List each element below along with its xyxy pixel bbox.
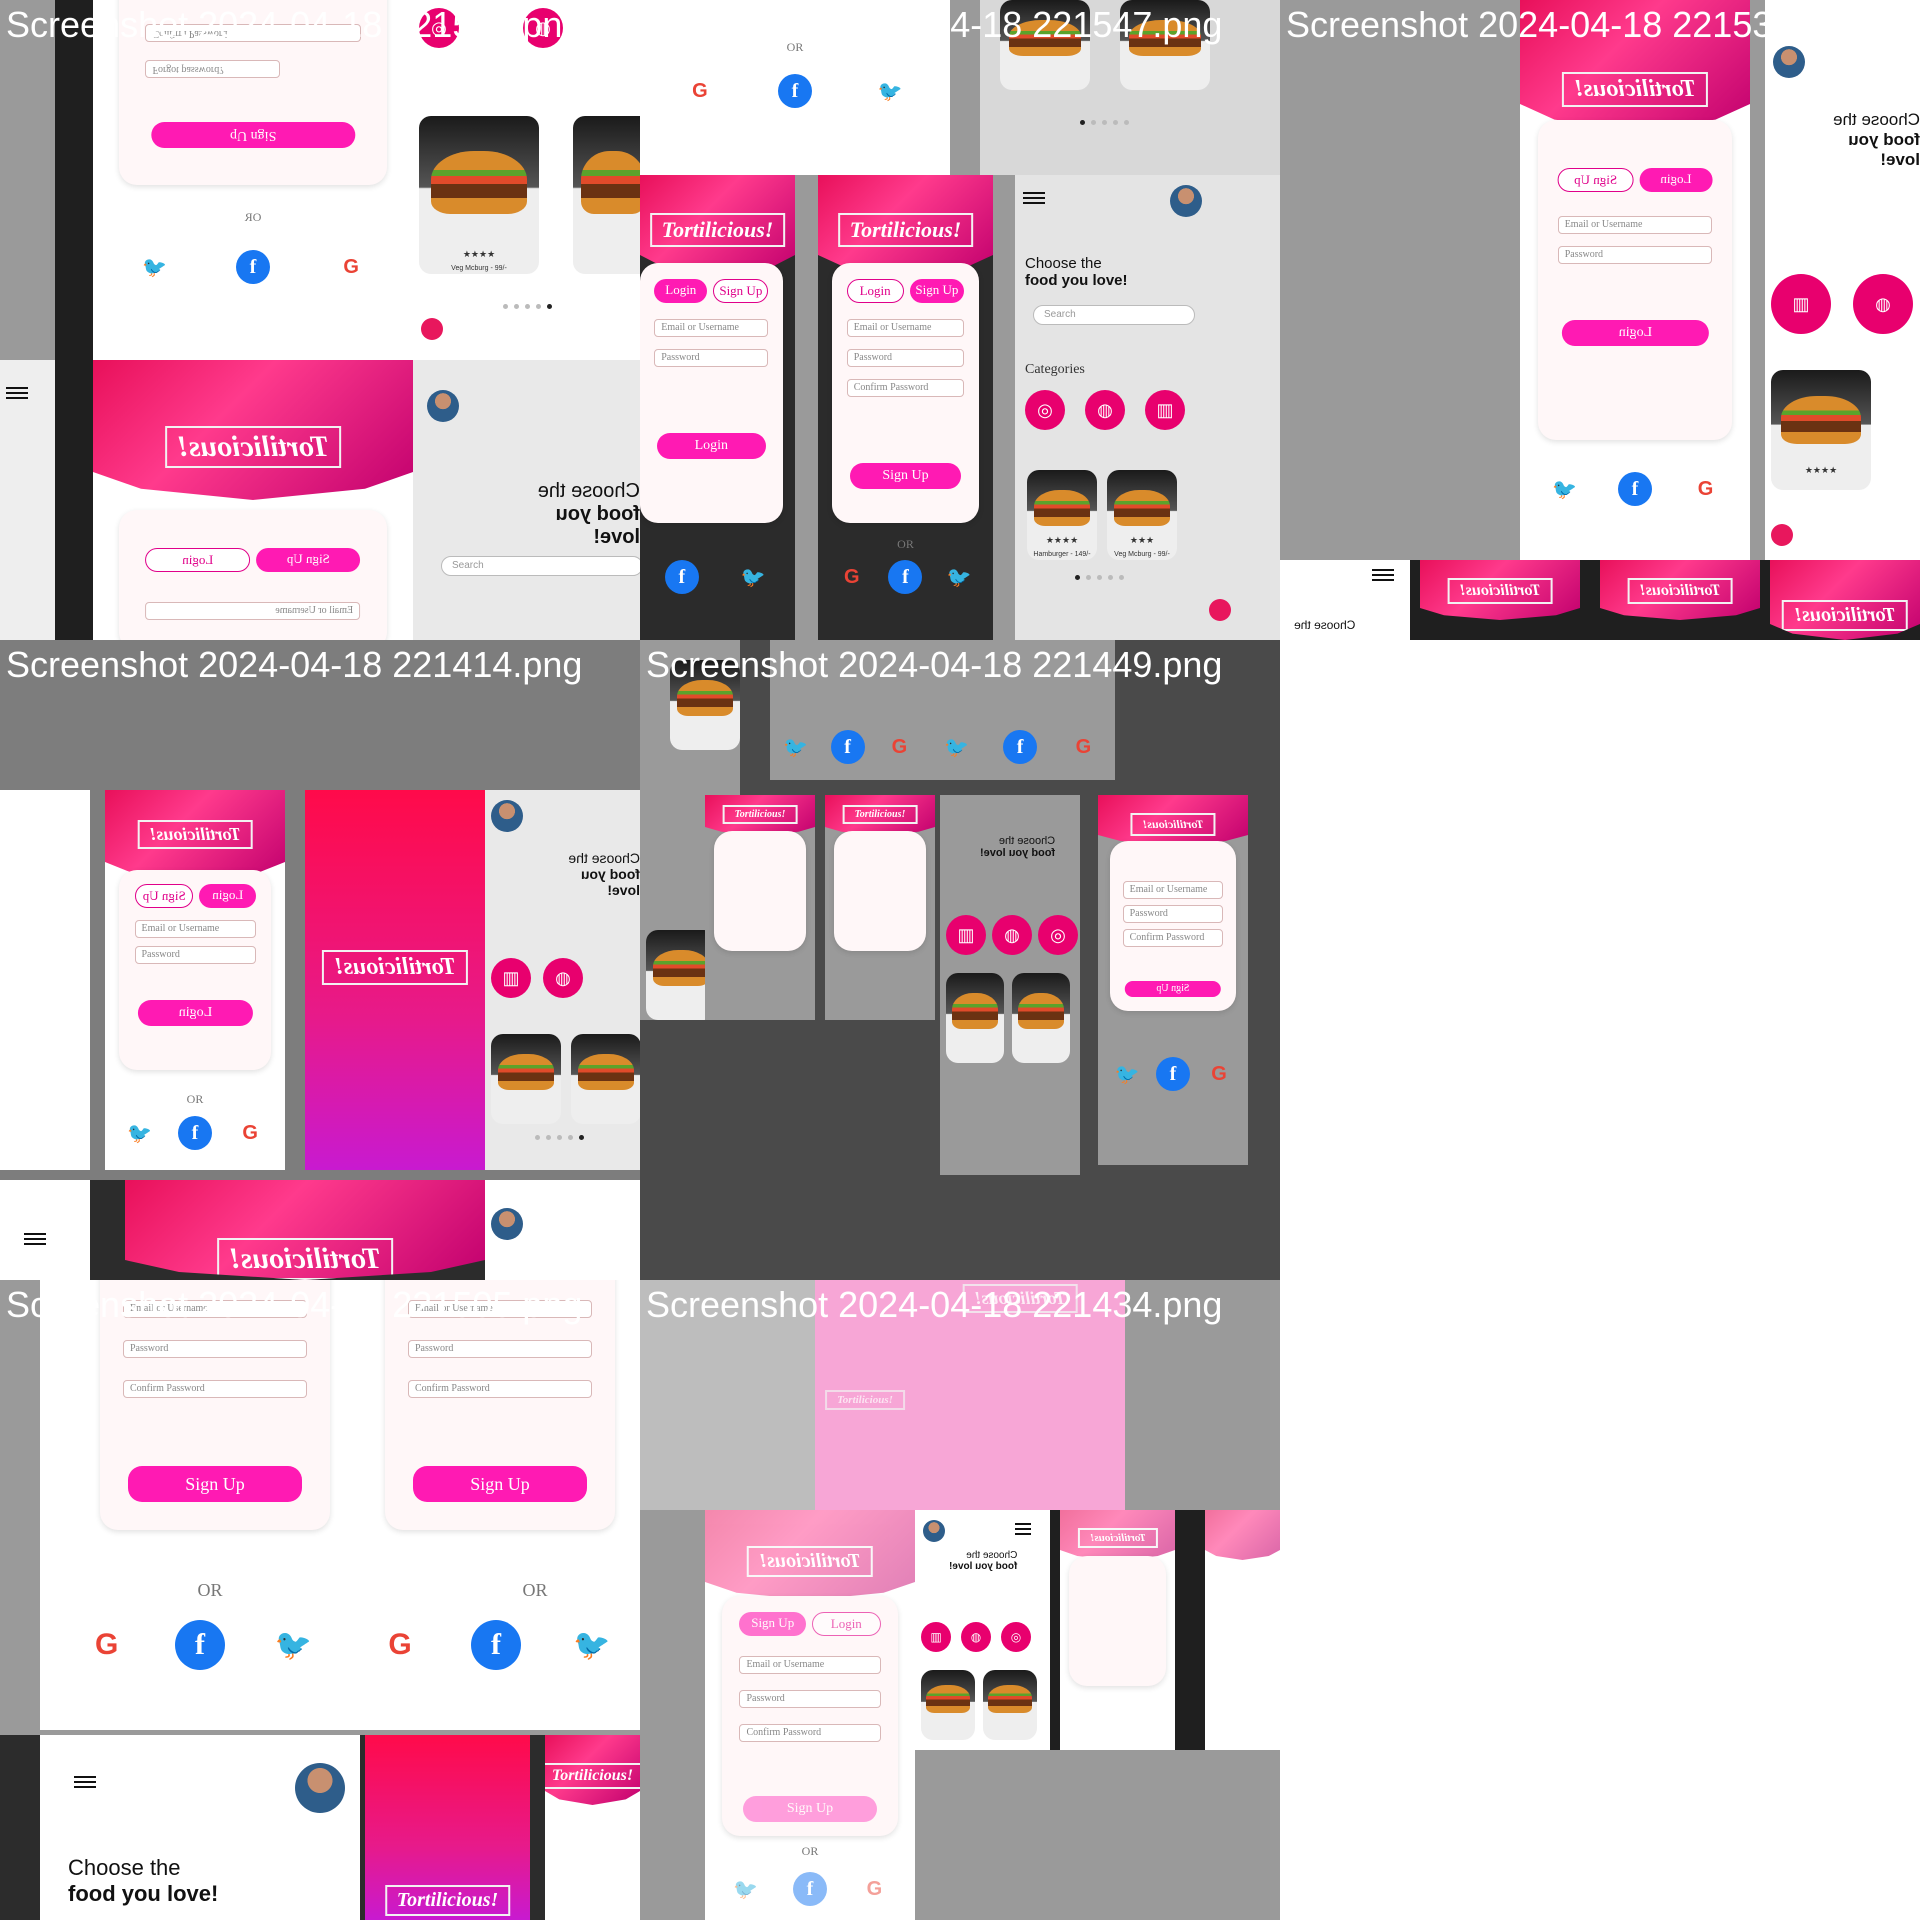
cart-icon[interactable] xyxy=(1209,599,1231,621)
tile-title: Screenshot 2024-04-18 221547.png xyxy=(646,4,1223,45)
tile-title: Screenshot 2024-04-18 221532.png xyxy=(1286,4,1863,45)
signup-card: Confirm Password Forgot password? Sign U… xyxy=(118,0,388,185)
tile-4: Screenshot 2024-04-18 221414.png Tortili… xyxy=(0,640,640,1280)
google-icon[interactable]: G xyxy=(692,79,708,102)
forgot-password-link[interactable]: Forgot password? xyxy=(145,60,280,78)
signup-button[interactable]: Sign Up xyxy=(150,122,356,148)
social-login-row: 🐦 f G xyxy=(106,250,400,284)
food-card[interactable] xyxy=(573,116,640,274)
login-screen: Tortilicious! Sign Up Login Email or Use… xyxy=(93,360,413,640)
carousel-dots[interactable] xyxy=(503,304,552,309)
google-icon[interactable]: G xyxy=(343,255,359,278)
signup-screen: Confirm Password Forgot password? Sign U… xyxy=(93,0,413,360)
menu-icon[interactable] xyxy=(1023,189,1045,207)
pizza-category-icon[interactable]: ◍ xyxy=(523,8,563,48)
facebook-icon[interactable]: f xyxy=(235,250,270,284)
brand-banner: Tortilicious! xyxy=(93,360,413,500)
tile-1: Screenshot 2024-04-18 221555.png Confirm… xyxy=(0,0,640,640)
or-divider: OR xyxy=(244,210,262,224)
hero-heading: Choose the food you love! xyxy=(537,480,640,548)
tile-7: Screenshot 2024-04-18 221434.png Tortili… xyxy=(640,1280,1280,1920)
fries-category-icon[interactable]: ▥ xyxy=(1771,274,1831,334)
tile-title: Screenshot 2024-04-18 221434.png xyxy=(646,1284,1223,1325)
tab-signup[interactable]: Sign Up xyxy=(257,548,361,572)
food-card[interactable]: ★★★★ Veg Mcburg - 99/- xyxy=(419,116,539,274)
tile-6: Screenshot 2024-04-18 221505.png Email o… xyxy=(0,1280,640,1920)
search-input[interactable]: Search xyxy=(441,556,640,576)
twitter-icon[interactable]: 🐦 xyxy=(877,80,903,103)
brand-logo: Tortilicious! xyxy=(164,426,342,468)
tile-3: Screenshot 2024-04-18 221532.png Tortili… xyxy=(1280,0,1920,640)
pizza-category-icon[interactable]: ◍ xyxy=(1085,390,1125,430)
twitter-icon[interactable]: 🐦 xyxy=(142,256,168,279)
carousel-dots[interactable] xyxy=(1080,120,1129,125)
home-screen-hero: Choose the food you love! Search xyxy=(413,360,640,640)
tile-title: Screenshot 2024-04-18 221449.png xyxy=(646,644,1223,685)
home-screen: ◎ ◍ ★★★★ Veg Mcburg - 99/- xyxy=(413,0,640,360)
avatar[interactable] xyxy=(1170,185,1202,217)
menu-icon[interactable] xyxy=(6,384,28,402)
tab-login[interactable]: Login xyxy=(145,548,251,572)
tile-title: Screenshot 2024-04-18 221555.png xyxy=(6,4,583,45)
tile-8 xyxy=(1280,640,1920,1920)
cart-icon[interactable] xyxy=(421,318,443,340)
username-field[interactable]: Email or Username xyxy=(145,602,361,620)
burger-category-icon[interactable]: ◎ xyxy=(419,8,459,48)
avatar[interactable] xyxy=(427,390,459,422)
pizza-category-icon[interactable]: ◍ xyxy=(1853,274,1913,334)
tile-2: Screenshot 2024-04-18 221547.png OR G f … xyxy=(640,0,1280,640)
burger-category-icon[interactable]: ◎ xyxy=(1025,390,1065,430)
tile-5: Screenshot 2024-04-18 221449.png 🐦 f G 🐦… xyxy=(640,640,1280,1280)
fries-category-icon[interactable]: ▥ xyxy=(1145,390,1185,430)
facebook-icon[interactable]: f xyxy=(777,74,812,108)
splash-screen: Tortilicious! xyxy=(305,790,485,1170)
tile-title: Screenshot 2024-04-18 221505.png xyxy=(6,1284,583,1325)
tile-title: Screenshot 2024-04-18 221414.png xyxy=(6,644,583,685)
